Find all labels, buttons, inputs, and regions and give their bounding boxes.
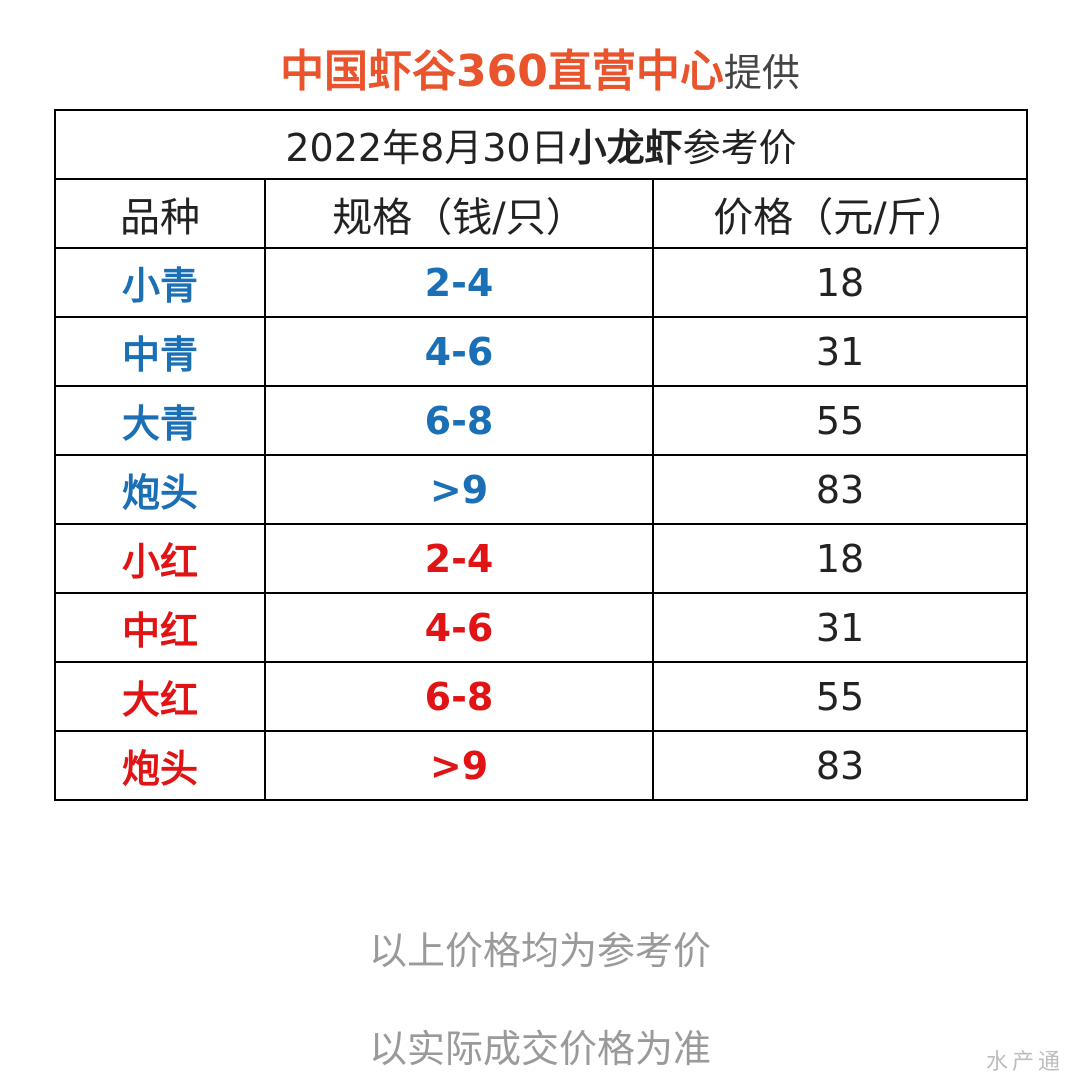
price-cell: 18 (652, 523, 1028, 594)
spec-cell: >9 (264, 730, 654, 801)
table-row: 小青 2-4 18 (54, 247, 1028, 318)
header: 中国虾谷360直营中心提供 (0, 40, 1080, 113)
variety-cell: 中青 (54, 316, 266, 387)
variety-cell: 大红 (54, 661, 266, 732)
price-cell: 55 (652, 661, 1028, 732)
table-row: 大青 6-8 55 (54, 385, 1028, 456)
caption-product: 小龙虾 (568, 126, 683, 170)
disclaimer-line-1: 以上价格均为参考价 (368, 929, 711, 973)
table-row: 炮头 >9 83 (54, 454, 1028, 525)
variety-cell: 炮头 (54, 454, 266, 525)
table-row: 中红 4-6 31 (54, 592, 1028, 663)
price-cell: 83 (652, 454, 1028, 525)
table-caption: 2022年8月30日小龙虾参考价 (54, 109, 1028, 180)
spec-cell: 4-6 (264, 592, 654, 663)
price-cell: 31 (652, 316, 1028, 387)
price-cell: 31 (652, 592, 1028, 663)
column-header-variety: 品种 (54, 178, 266, 249)
variety-cell: 小红 (54, 523, 266, 594)
spec-cell: 2-4 (264, 247, 654, 318)
table-header-row: 品种 规格（钱/只） 价格（元/斤） (54, 178, 1028, 249)
caption-date: 2022年8月30日 (285, 126, 569, 170)
caption-suffix: 参考价 (682, 126, 797, 170)
spec-cell: 4-6 (264, 316, 654, 387)
table-row: 大红 6-8 55 (54, 661, 1028, 732)
price-cell: 18 (652, 247, 1028, 318)
table-row: 炮头 >9 83 (54, 730, 1028, 801)
variety-cell: 小青 (54, 247, 266, 318)
variety-cell: 中红 (54, 592, 266, 663)
price-table: 2022年8月30日小龙虾参考价 品种 规格（钱/只） 价格（元/斤） 小青 2… (54, 109, 1028, 801)
spec-cell: 6-8 (264, 385, 654, 456)
provider-name: 中国虾谷360直营中心 (280, 46, 724, 97)
table-row: 小红 2-4 18 (54, 523, 1028, 594)
spec-cell: >9 (264, 454, 654, 525)
provider-suffix: 提供 (723, 51, 800, 95)
column-header-price: 价格（元/斤） (652, 178, 1028, 249)
spec-cell: 6-8 (264, 661, 654, 732)
price-cell: 55 (652, 385, 1028, 456)
watermark: 水产通 (985, 1050, 1064, 1075)
variety-cell: 大青 (54, 385, 266, 456)
price-cell: 83 (652, 730, 1028, 801)
disclaimer-line-2: 以实际成交价格为准 (368, 1027, 711, 1071)
table-row: 中青 4-6 31 (54, 316, 1028, 387)
spec-cell: 2-4 (264, 523, 654, 594)
column-header-spec: 规格（钱/只） (264, 178, 654, 249)
variety-cell: 炮头 (54, 730, 266, 801)
table-caption-row: 2022年8月30日小龙虾参考价 (54, 109, 1028, 180)
